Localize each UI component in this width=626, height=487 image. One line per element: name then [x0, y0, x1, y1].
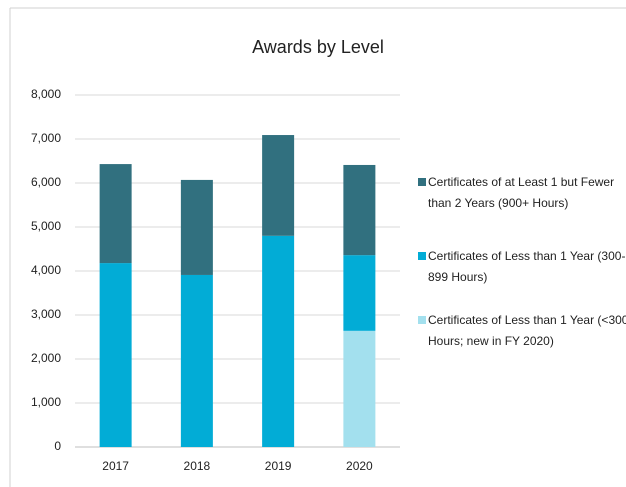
- y-tick-label: 5,000: [31, 219, 61, 233]
- legend-entry: Certificates of at Least 1 but Fewer tha…: [414, 172, 626, 214]
- legend-swatch: [418, 178, 426, 186]
- y-tick-label: 3,000: [31, 307, 61, 321]
- bar-segment: [180, 179, 213, 275]
- y-tick-label: 0: [54, 439, 61, 453]
- legend-swatch: [418, 252, 426, 260]
- legend-entry: Certificates of Less than 1 Year (300-89…: [414, 246, 626, 288]
- legend-entry: Certificates of Less than 1 Year (<300 H…: [414, 310, 626, 352]
- chart-title: Awards by Level: [252, 37, 384, 57]
- y-tick-label: 2,000: [31, 351, 61, 365]
- y-tick-label: 1,000: [31, 395, 61, 409]
- y-tick-label: 6,000: [31, 175, 61, 189]
- bar-segment: [262, 235, 295, 447]
- bar-segment: [99, 164, 132, 264]
- y-tick-label: 7,000: [31, 131, 61, 145]
- x-tick-label: 2019: [265, 459, 292, 473]
- legend-label: Certificates of Less than 1 Year (<300 H…: [428, 313, 626, 348]
- legend-label: Certificates of at Least 1 but Fewer tha…: [428, 175, 615, 210]
- bar-segment: [99, 263, 132, 447]
- bar-segment: [343, 255, 376, 331]
- bar-segment: [343, 330, 376, 447]
- y-tick-label: 4,000: [31, 263, 61, 277]
- legend-swatch: [418, 316, 426, 324]
- legend-label: Certificates of Less than 1 Year (300-89…: [428, 249, 626, 284]
- x-tick-label: 2017: [102, 459, 129, 473]
- x-tick-label: 2018: [184, 459, 211, 473]
- x-tick-label: 2020: [346, 459, 373, 473]
- y-tick-label: 8,000: [31, 87, 61, 101]
- bar-segment: [262, 135, 295, 236]
- bar-segment: [343, 164, 376, 256]
- bar-segment: [180, 274, 213, 447]
